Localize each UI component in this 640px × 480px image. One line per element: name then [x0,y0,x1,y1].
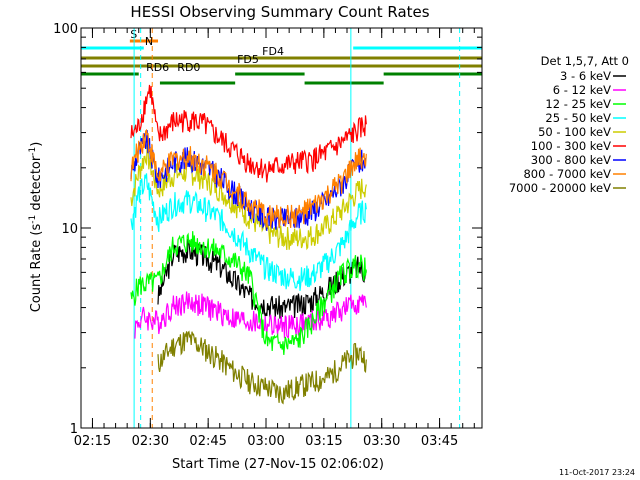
series-line [130,231,367,355]
x-tick-label: 02:45 [189,434,226,449]
flag-bar-label: FD4 [262,45,284,58]
legend-entry-label: 6 - 12 keV [553,83,611,97]
series-line [130,173,367,291]
x-tick-label: 02:15 [74,434,111,449]
flag-bar-label: N [145,35,153,48]
series-group [130,84,367,405]
y-axis-title-mid: detector [29,155,44,215]
chart-title: HESSI Observing Summary Count Rates [130,3,429,21]
legend-entry-label: 7000 - 20000 keV [509,181,611,195]
flag-bars: SNFD4FD5RD0RD6 [81,28,482,85]
flag-bar-label: RD0 [177,61,200,74]
y-tick-label: 1 [70,422,78,437]
x-tick-label: 02:30 [132,434,169,449]
series-line [157,330,367,405]
x-tick-label: 03:00 [247,434,284,449]
y-axis-title-main: Count Rate (s [29,224,44,313]
axes: 1 10 100 02:15 02:30 02:45 03:00 03:15 03:30 03:4… [53,22,483,449]
flag-bar-label: FD5 [237,53,259,66]
legend-entry-label: 50 - 100 keV [538,125,611,139]
series-line [130,84,367,183]
legend-entry-label: 100 - 300 keV [531,139,611,153]
x-tick-label: 03:15 [305,434,342,449]
series-line [134,291,367,339]
y-axis-title-sup2: -1 [28,147,38,156]
y-axis-title: Count Rate (s-1 detector-1) [28,142,44,313]
legend-entry-label: 12 - 25 keV [545,97,611,111]
series-line [157,238,367,319]
legend-entry-label: 800 - 7000 keV [523,167,611,181]
x-tick-label: 03:45 [421,434,458,449]
x-axis-title: Start Time (27-Nov-15 02:06:02) [172,457,384,472]
footer-timestamp: 11-Oct-2017 23:24 [559,468,635,477]
y-axis-title-end: ) [29,142,44,147]
legend-title: Det 1,5,7, Att 0 [541,54,629,68]
x-tick-label: 03:30 [363,434,400,449]
series-line [130,144,367,251]
legend-entry-label: 25 - 50 keV [545,111,611,125]
legend-entry-label: 3 - 6 keV [560,69,611,83]
y-tick-label: 100 [53,22,78,37]
y-tick-label: 10 [61,222,78,237]
y-axis-title-sup1: -1 [28,215,38,224]
series-line [130,128,367,228]
flag-bar-label: RD6 [146,61,169,74]
vertical-markers [133,28,461,428]
legend-entry-label: 300 - 800 keV [531,153,611,167]
